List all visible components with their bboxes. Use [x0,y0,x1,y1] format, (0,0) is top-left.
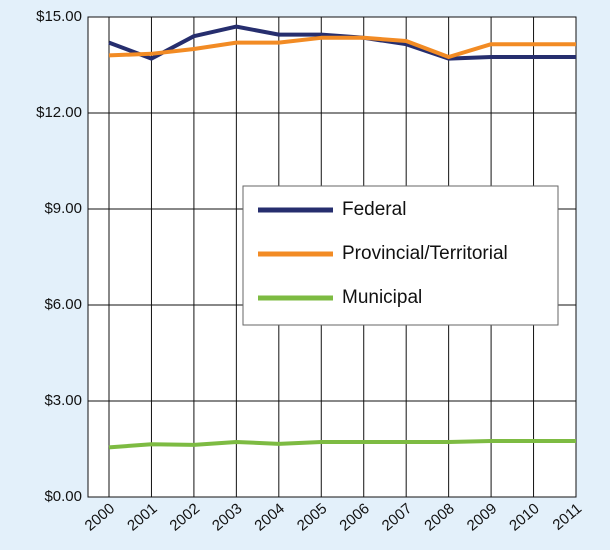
legend-label: Municipal [342,287,422,308]
y-tick-label: $0.00 [44,488,82,505]
legend-label: Provincial/Territorial [342,243,508,264]
y-tick-label: $12.00 [36,104,82,121]
series-line [108,439,576,450]
y-tick-label: $9.00 [44,200,82,217]
legend-label: Federal [342,199,406,220]
series-line [108,35,576,59]
y-tick-label: $3.00 [44,392,82,409]
y-tick-label: $15.00 [36,8,82,25]
plot-border [87,16,577,498]
y-tick-label: $6.00 [44,296,82,313]
